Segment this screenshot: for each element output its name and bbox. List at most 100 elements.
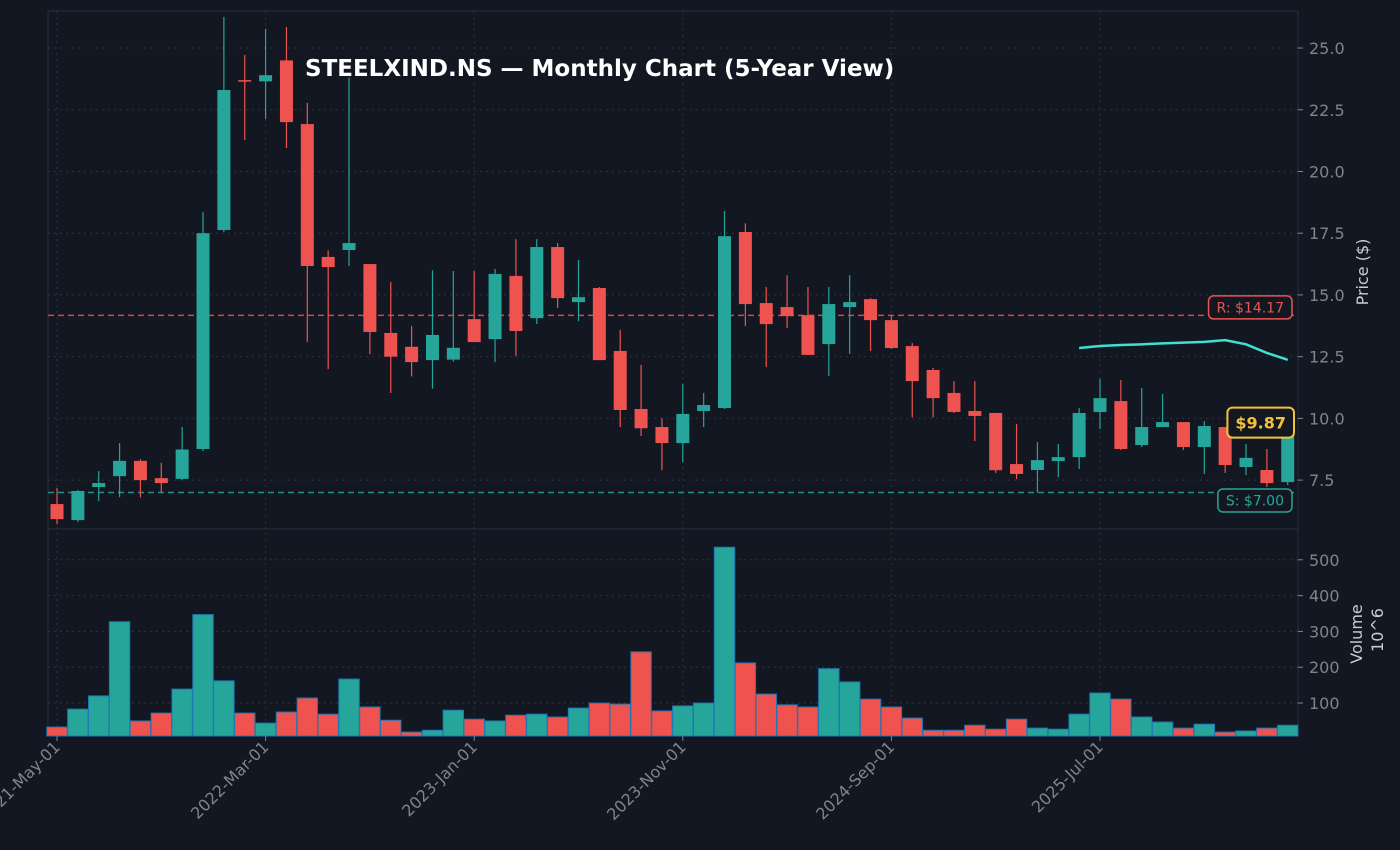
candle-body	[342, 243, 356, 251]
candle-body	[613, 350, 627, 410]
candle-body	[217, 90, 231, 231]
time-tick-label: 2024-Sep-01	[812, 737, 898, 823]
candle-body	[363, 264, 377, 332]
candle-body	[113, 460, 127, 477]
candle	[259, 28, 273, 119]
candle	[113, 443, 127, 498]
candle-body	[1156, 422, 1170, 428]
chart-title: STEELXIND.NS — Monthly Chart (5-Year Vie…	[305, 56, 894, 82]
volume-bar	[1131, 716, 1153, 737]
price-tick-label: 15.0	[1309, 286, 1345, 305]
volume-bar	[150, 712, 173, 737]
volume-bars	[46, 546, 1299, 737]
volume-bar	[1110, 698, 1132, 737]
volume-bar	[880, 706, 903, 737]
candle-body	[1010, 464, 1024, 474]
volume-tick-label: 200	[1309, 658, 1340, 677]
candle	[613, 329, 627, 428]
candle-body	[843, 302, 857, 308]
last-price-label-text: $9.87	[1235, 413, 1286, 432]
candle-body	[697, 405, 711, 411]
candle	[905, 343, 919, 418]
candle-body	[655, 427, 669, 444]
candle	[1093, 378, 1107, 430]
candle	[217, 16, 231, 232]
time-tick-label: 2023-Nov-01	[603, 737, 690, 824]
candle	[1051, 444, 1065, 478]
volume-bar	[1235, 730, 1257, 737]
candle-body	[780, 307, 794, 317]
volume-bar	[484, 720, 506, 737]
volume-bar	[713, 546, 736, 737]
candle	[1260, 449, 1274, 488]
candle	[1135, 388, 1149, 448]
candle	[822, 287, 836, 376]
grid	[48, 11, 1298, 736]
volume-bar	[1277, 724, 1299, 737]
candle-body	[718, 236, 732, 409]
time-tick-label: 2022-Mar-01	[187, 737, 272, 822]
volume-bar	[359, 706, 381, 737]
moving-average	[1079, 338, 1289, 362]
candle	[196, 212, 210, 451]
volume-unit-label: 10^6	[1368, 608, 1387, 652]
candle	[279, 27, 293, 149]
volume-bar	[985, 728, 1007, 737]
candle	[968, 381, 982, 442]
candle	[572, 260, 585, 322]
volume-bar	[67, 708, 89, 737]
volume-bar	[1214, 731, 1236, 737]
volume-bar	[505, 714, 527, 737]
volume-bar	[380, 719, 402, 737]
candle-body	[50, 504, 64, 520]
candle-body	[467, 319, 481, 343]
candle	[1010, 424, 1024, 480]
candle	[718, 210, 732, 410]
candle-body	[1239, 457, 1253, 468]
candle	[592, 287, 606, 361]
candle-body	[425, 334, 439, 361]
candle	[697, 392, 711, 428]
candle	[843, 275, 857, 354]
candle-body	[509, 275, 523, 331]
candle	[655, 418, 669, 471]
volume-bar	[171, 688, 193, 737]
volume-bar	[588, 702, 611, 737]
candle	[300, 102, 314, 342]
candle	[989, 412, 1003, 473]
volume-bar	[567, 707, 590, 737]
candle-body	[1051, 457, 1065, 462]
volume-bar	[692, 702, 715, 737]
volume-bar	[1026, 727, 1049, 737]
volume-bar	[797, 706, 819, 737]
volume-bar	[672, 705, 694, 737]
volume-bar	[338, 678, 360, 737]
price-tick-label: 25.0	[1309, 39, 1345, 58]
volume-bar	[630, 651, 652, 737]
candle-body	[71, 490, 85, 521]
price-axis-label: Price ($)	[1353, 239, 1372, 306]
candle-body	[279, 60, 293, 123]
candle-body	[551, 247, 565, 299]
candle	[1114, 380, 1128, 450]
candle	[676, 383, 690, 463]
volume-bar	[943, 729, 965, 737]
last-price-label-box	[1226, 406, 1295, 439]
candle	[405, 326, 419, 377]
candle-body	[905, 346, 919, 382]
candle-body	[1260, 469, 1274, 484]
candle-body	[926, 369, 940, 399]
candle	[551, 243, 565, 309]
volume-bar	[922, 729, 944, 737]
volume-bar	[213, 680, 235, 737]
volume-bar	[254, 722, 277, 737]
volume-bar	[901, 717, 923, 737]
candle-body	[154, 478, 168, 484]
candle-body	[592, 288, 606, 361]
candle-body	[321, 256, 335, 268]
resistance-label-text: R: $14.17	[1217, 300, 1284, 316]
price-labels: R: $14.17 S: $7.00 $9.87	[1207, 295, 1295, 513]
price-tick-label: 17.5	[1309, 224, 1345, 243]
candle	[780, 275, 794, 329]
